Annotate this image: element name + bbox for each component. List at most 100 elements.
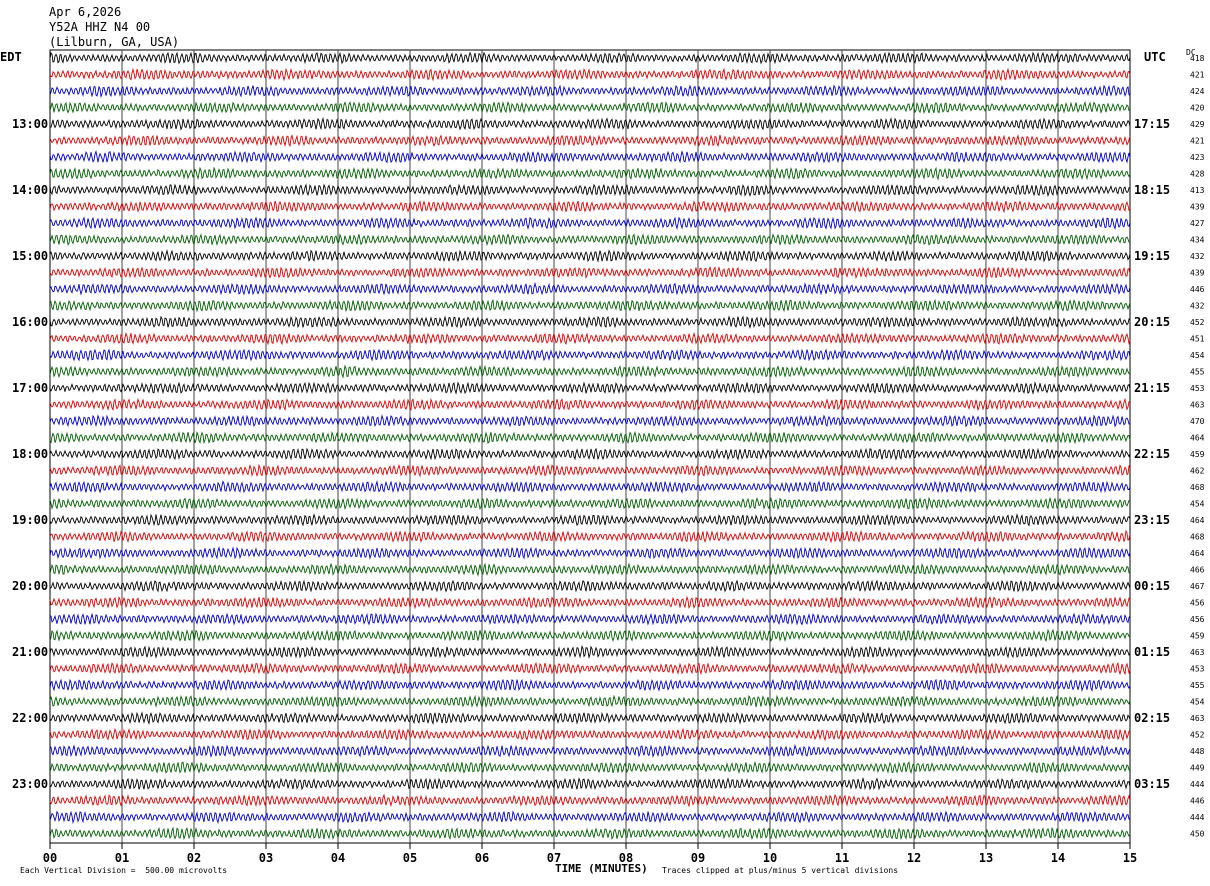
trace-row [49, 51, 1131, 65]
dc-offset-label: 446 [1190, 285, 1205, 294]
x-tick-label: 04 [331, 851, 345, 865]
trace-row [49, 216, 1131, 230]
utc-hour-label: 23:15 [1134, 513, 1170, 527]
trace-row [49, 298, 1131, 313]
x-tick-label: 07 [547, 851, 561, 865]
trace-row [49, 414, 1130, 428]
trace-row [49, 645, 1131, 659]
trace-row [49, 281, 1131, 296]
trace-row [49, 348, 1131, 362]
trace-row [49, 579, 1131, 593]
dc-offset-label: 444 [1190, 813, 1205, 822]
dc-offset-label: 456 [1190, 599, 1205, 608]
dc-offset-label: 464 [1190, 516, 1205, 525]
dc-offset-label: 455 [1190, 681, 1205, 690]
dc-offset-label: 459 [1190, 450, 1205, 459]
edt-hour-label: 17:00 [12, 381, 48, 395]
trace-row [49, 463, 1131, 478]
trace-row [49, 480, 1131, 494]
x-tick-label: 00 [43, 851, 57, 865]
dc-offset-label: 454 [1190, 500, 1205, 509]
dc-offset-label: 450 [1190, 830, 1205, 839]
trace-row [49, 793, 1131, 808]
trace-row [49, 430, 1131, 445]
utc-hour-label: 20:15 [1134, 315, 1170, 329]
trace-row [49, 150, 1131, 164]
dc-offset-label: 466 [1190, 566, 1205, 575]
trace-row [49, 84, 1131, 99]
trace-row [49, 513, 1131, 527]
trace-row [49, 249, 1131, 263]
x-tick-label: 13 [979, 851, 993, 865]
trace-row [49, 116, 1131, 131]
trace-row [49, 133, 1131, 148]
utc-hour-label: 18:15 [1134, 183, 1170, 197]
utc-axis-title: UTC [1144, 50, 1166, 64]
dc-offset-label: 464 [1190, 549, 1205, 558]
trace-row [49, 447, 1131, 461]
dc-offset-label: 428 [1190, 170, 1205, 179]
trace-row [49, 183, 1131, 197]
trace-row [49, 711, 1131, 726]
utc-hour-label: 19:15 [1134, 249, 1170, 263]
dc-offset-label: 470 [1190, 417, 1205, 426]
dc-offset-label: 454 [1190, 698, 1205, 707]
trace-row [49, 381, 1131, 395]
clip-footnote: Traces clipped at plus/minus 5 vertical … [662, 866, 899, 875]
location-label: (Lilburn, GA, USA) [49, 35, 180, 49]
trace-row [49, 265, 1131, 280]
x-axis-title: TIME (MINUTES) [555, 862, 648, 875]
dc-offset-label: 418 [1190, 54, 1205, 63]
x-tick-label: 12 [907, 851, 921, 865]
utc-hour-label: 03:15 [1134, 777, 1170, 791]
dc-offset-label: 463 [1190, 714, 1205, 723]
station-label: Y52A HHZ N4 00 [49, 20, 151, 34]
trace-row [49, 826, 1131, 841]
date-label: Apr 6,2026 [49, 5, 122, 19]
edt-hour-label: 19:00 [12, 513, 48, 527]
x-tick-label: 09 [691, 851, 705, 865]
trace-row [49, 810, 1131, 825]
trace-row [49, 496, 1131, 511]
dc-offset-label: 463 [1190, 401, 1205, 410]
dc-offset-label: 452 [1190, 731, 1205, 740]
utc-hour-label: 17:15 [1134, 117, 1170, 131]
dc-offset-label: 446 [1190, 797, 1205, 806]
dc-offset-label: 448 [1190, 747, 1205, 756]
x-tick-label: 15 [1123, 851, 1137, 865]
dc-offset-label: 421 [1190, 71, 1205, 80]
utc-hour-label: 22:15 [1134, 447, 1170, 461]
dc-offset-label: 439 [1190, 203, 1205, 212]
dc-offset-label: 444 [1190, 780, 1205, 789]
edt-hour-label: 23:00 [12, 777, 48, 791]
utc-hour-label: 01:15 [1134, 645, 1170, 659]
scale-footnote: Each Vertical Division = 500.00 microvol… [20, 866, 228, 875]
trace-row [49, 233, 1130, 247]
dc-offset-label: 432 [1190, 302, 1205, 311]
dc-offset-label: 434 [1190, 236, 1205, 245]
trace-row [49, 166, 1131, 181]
utc-hour-label: 00:15 [1134, 579, 1170, 593]
trace-row [49, 744, 1131, 759]
dc-offset-label: 463 [1190, 648, 1205, 657]
edt-axis-title: EDT [0, 50, 22, 64]
edt-hour-label: 15:00 [12, 249, 48, 263]
trace-row [49, 694, 1131, 709]
dc-offset-label: 454 [1190, 351, 1205, 360]
trace-row [49, 200, 1131, 214]
trace-row [49, 760, 1131, 775]
dc-offset-label: 453 [1190, 665, 1205, 674]
x-tick-label: 02 [187, 851, 201, 865]
dc-offset-label: 449 [1190, 764, 1205, 773]
dc-offset-label: 456 [1190, 615, 1205, 624]
edt-hour-label: 14:00 [12, 183, 48, 197]
plot-frame [49, 49, 1131, 844]
edt-hour-label: 16:00 [12, 315, 48, 329]
dc-offset-label: 459 [1190, 632, 1205, 641]
x-tick-label: 08 [619, 851, 633, 865]
dc-offset-label: 439 [1190, 269, 1205, 278]
trace-row [49, 628, 1131, 643]
trace-row [49, 777, 1131, 791]
edt-hour-label: 21:00 [12, 645, 48, 659]
